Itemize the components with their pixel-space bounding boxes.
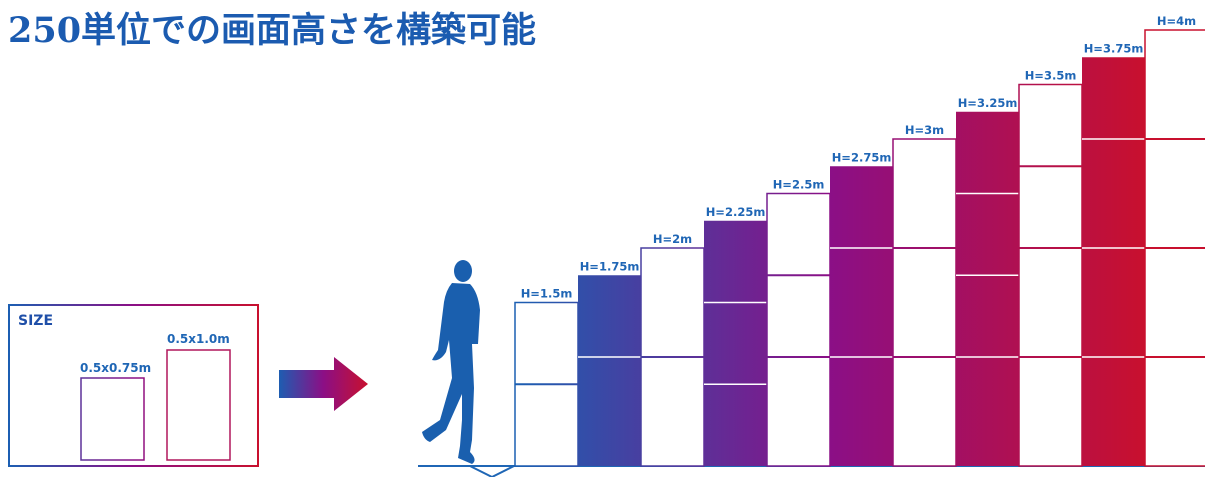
column-body: [830, 166, 893, 466]
column-h3.75m: H=3.75m: [1082, 41, 1145, 466]
panel-small-label: 0.5x0.75m: [80, 361, 151, 375]
column-body: [578, 275, 641, 466]
column-body: [1082, 57, 1145, 466]
column-height-label: H=3m: [905, 123, 944, 137]
column-height-label: H=2m: [653, 232, 692, 246]
column-height-label: H=1.75m: [580, 259, 640, 273]
column-h3.25m: H=3.25m: [956, 96, 1019, 466]
column-h1.75m: H=1.75m: [578, 259, 641, 466]
column-body: [766, 192, 831, 467]
panel-large-label: 0.5x1.0m: [167, 332, 230, 346]
panel-large-outline: [166, 349, 231, 461]
column-h2.75m: H=2.75m: [830, 150, 893, 466]
column-h2.25m: H=2.25m: [704, 205, 767, 466]
column-h3.5m: H=3.5m: [1018, 69, 1083, 467]
size-legend-frame: [8, 304, 259, 467]
column-height-label: H=2.25m: [706, 205, 766, 219]
column-height-label: H=4m: [1157, 14, 1196, 28]
size-legend-label: SIZE: [18, 313, 53, 329]
column-body: [704, 220, 767, 466]
column-body: [892, 138, 957, 467]
column-height-label: H=3.75m: [1084, 41, 1144, 55]
walking-person-icon: [422, 260, 480, 464]
column-h1.5m: H=1.5m: [514, 287, 579, 467]
page-title: 250単位での画面高さを構築可能: [8, 10, 537, 51]
column-height-label: H=2.75m: [832, 150, 892, 164]
column-h3m: H=3m: [892, 123, 957, 467]
size-legend: SIZE 0.5x0.75m 0.5x1.0m: [8, 304, 259, 467]
column-h4m: H=4m: [1144, 14, 1205, 467]
column-height-label: H=2.5m: [773, 178, 825, 192]
column-h2m: H=2m: [640, 232, 705, 467]
column-height-label: H=3.25m: [958, 96, 1018, 110]
column-body: [1018, 83, 1083, 467]
column-h2.5m: H=2.5m: [766, 178, 831, 467]
panel-small-outline: [80, 377, 145, 461]
column-body: [956, 111, 1019, 466]
right-arrow-icon: [279, 357, 368, 411]
column-height-label: H=1.5m: [521, 287, 573, 301]
height-columns: H=1.5m H=1.75m H=2m H=2.25m H=2.5m H=2.75m H=3…: [514, 14, 1205, 467]
column-height-label: H=3.5m: [1025, 69, 1077, 83]
